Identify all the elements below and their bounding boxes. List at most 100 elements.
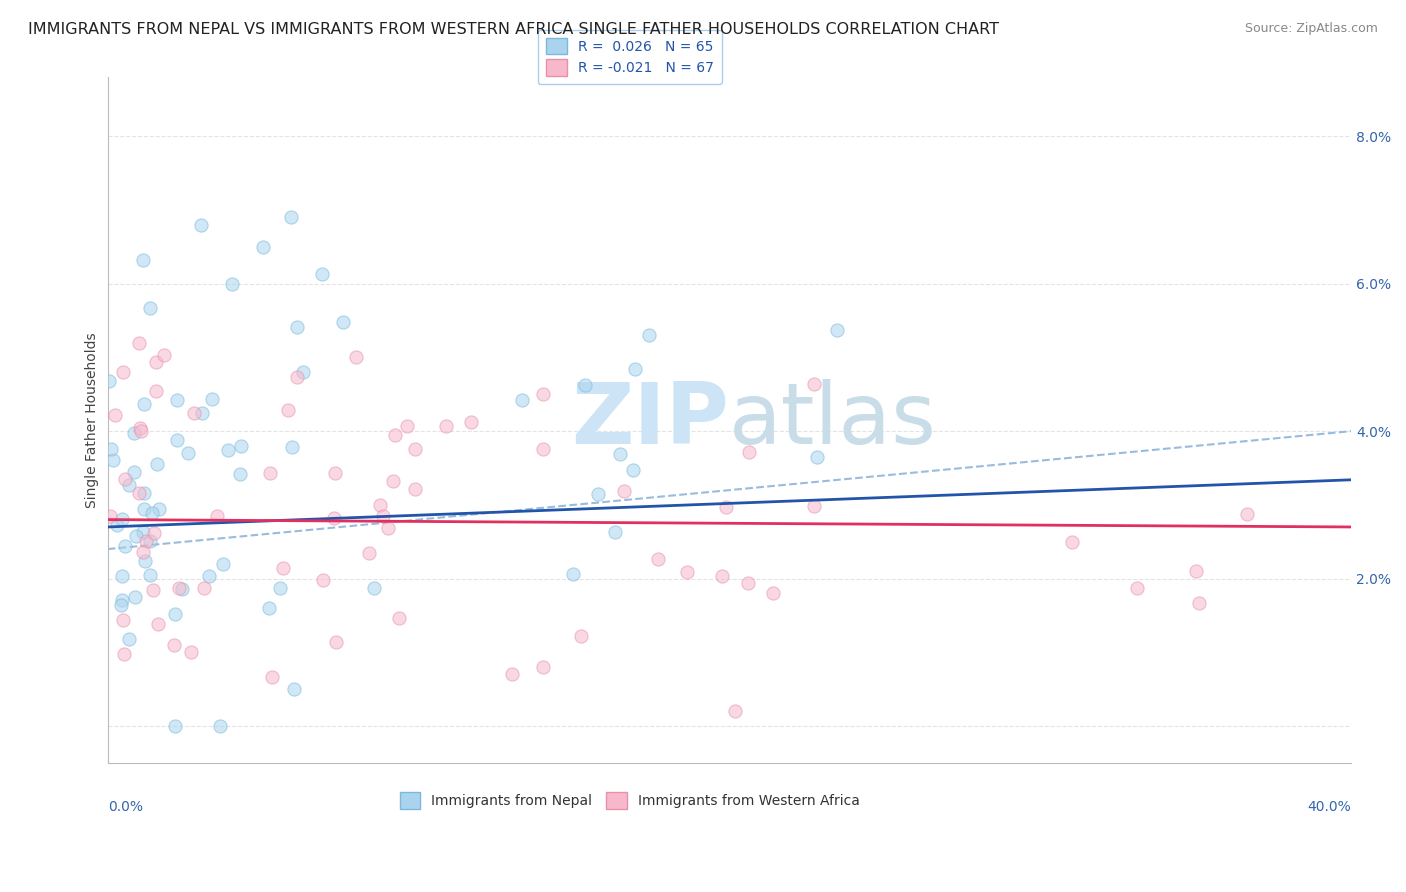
Point <box>1062 534 1084 549</box>
Point <box>404 442 426 457</box>
Point <box>111 592 134 607</box>
Point <box>125 529 148 543</box>
Point <box>710 569 733 583</box>
Point <box>377 521 399 535</box>
Point <box>114 472 136 486</box>
Point <box>229 467 252 482</box>
Point <box>311 267 333 281</box>
Text: IMMIGRANTS FROM NEPAL VS IMMIGRANTS FROM WESTERN AFRICA SINGLE FATHER HOUSEHOLDS: IMMIGRANTS FROM NEPAL VS IMMIGRANTS FROM… <box>28 22 1000 37</box>
Point <box>134 485 156 500</box>
Point <box>803 377 825 392</box>
Point <box>139 301 162 315</box>
Point <box>111 613 134 627</box>
Text: atlas: atlas <box>730 378 938 462</box>
Point <box>135 533 157 548</box>
Point <box>562 566 585 581</box>
Point <box>510 393 533 408</box>
Point <box>586 486 609 500</box>
Point <box>205 508 228 523</box>
Point <box>112 365 135 379</box>
Point <box>166 393 188 408</box>
Point <box>118 478 141 492</box>
Point <box>122 425 145 440</box>
Point <box>404 482 426 496</box>
Text: 40.0%: 40.0% <box>1308 800 1351 814</box>
Point <box>104 408 127 422</box>
Point <box>259 466 281 480</box>
Point <box>285 319 308 334</box>
Text: Source: ZipAtlas.com: Source: ZipAtlas.com <box>1244 22 1378 36</box>
Point <box>605 525 627 540</box>
Point <box>323 511 346 525</box>
Point <box>170 582 193 596</box>
Point <box>613 483 636 498</box>
Point <box>142 583 165 598</box>
Point <box>271 561 294 575</box>
Point <box>1125 581 1147 595</box>
Point <box>609 447 631 461</box>
Point <box>122 465 145 479</box>
Point <box>269 581 291 595</box>
Point <box>287 369 309 384</box>
Point <box>128 335 150 350</box>
Point <box>124 590 146 604</box>
Point <box>98 508 121 523</box>
Point <box>129 420 152 434</box>
Point <box>138 533 160 548</box>
Point <box>762 586 785 600</box>
Point <box>132 397 155 411</box>
Point <box>344 351 367 365</box>
Point <box>737 444 759 458</box>
Point <box>325 466 347 480</box>
Point <box>167 581 190 595</box>
Point <box>1184 564 1206 578</box>
Point <box>190 218 212 232</box>
Point <box>221 277 243 291</box>
Point <box>105 518 128 533</box>
Point <box>531 442 554 457</box>
Point <box>325 635 347 649</box>
Point <box>260 670 283 684</box>
Point <box>208 719 231 733</box>
Point <box>146 617 169 632</box>
Text: ZIP: ZIP <box>572 378 730 462</box>
Point <box>114 539 136 553</box>
Point <box>357 546 380 560</box>
Point <box>569 629 592 643</box>
Point <box>637 327 659 342</box>
Point <box>143 525 166 540</box>
Point <box>501 667 523 681</box>
Point <box>191 406 214 420</box>
Point <box>252 240 274 254</box>
Point <box>145 384 167 398</box>
Point <box>103 453 125 467</box>
Point <box>531 387 554 401</box>
Point <box>145 355 167 369</box>
Point <box>714 500 737 514</box>
Point <box>1236 507 1258 521</box>
Point <box>111 512 134 526</box>
Point <box>373 509 395 524</box>
Point <box>621 463 644 477</box>
Point <box>675 566 697 580</box>
Point <box>141 506 163 520</box>
Point <box>434 418 457 433</box>
Point <box>180 644 202 658</box>
Point <box>132 252 155 267</box>
Point <box>153 348 176 362</box>
Point <box>460 415 482 429</box>
Point <box>193 581 215 595</box>
Point <box>332 315 354 329</box>
Point <box>198 569 221 583</box>
Point <box>624 361 647 376</box>
Point <box>217 443 239 458</box>
Point <box>110 598 132 612</box>
Point <box>737 575 759 590</box>
Point <box>100 442 122 456</box>
Point <box>277 403 299 417</box>
Point <box>118 632 141 646</box>
Point <box>312 574 335 588</box>
Point <box>283 682 305 697</box>
Point <box>129 425 152 439</box>
Point <box>148 502 170 516</box>
